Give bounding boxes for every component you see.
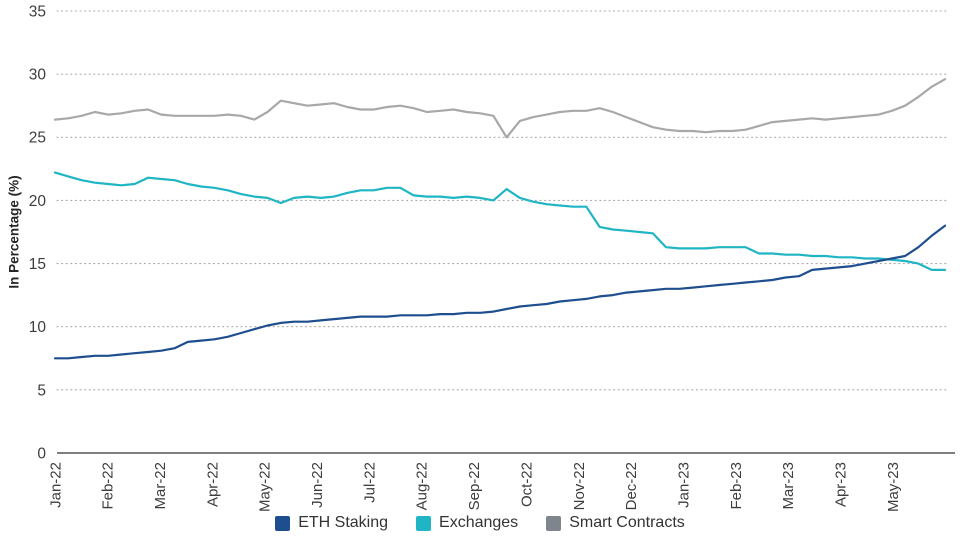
x-tick-label-Feb-22: Feb-22 [100,462,117,510]
x-tick-label-Feb-23: Feb-23 [728,462,745,510]
x-tick-label-Dec-22: Dec-22 [623,462,640,510]
y-tick-label: 0 [37,445,46,462]
chart-legend: ETH Staking Exchanges Smart Contracts [0,515,960,531]
x-tick-label-Jan-23: Jan-23 [675,462,692,508]
legend-item-exchanges[interactable]: Exchanges [416,515,518,531]
x-tick-label-Aug-22: Aug-22 [414,462,431,510]
legend-swatch-icon [546,515,562,531]
x-tick-label-Jan-22: Jan-22 [47,462,64,508]
x-tick-label-Mar-23: Mar-23 [780,462,797,510]
y-tick-label: 30 [29,67,47,84]
x-tick-label-Sep-22: Sep-22 [466,462,483,510]
legend-label: Exchanges [439,514,519,531]
x-tick-label-May-22: May-22 [257,462,274,512]
legend-swatch-icon [275,515,291,531]
legend-label: ETH Staking [298,514,389,531]
legend-label: Smart Contracts [569,514,685,531]
series-line-eth-staking [53,224,947,360]
x-tick-label-Jul-22: Jul-22 [361,462,378,503]
x-tick-label-Oct-22: Oct-22 [518,462,535,507]
y-tick-label: 20 [29,193,47,210]
series-line-exchanges [53,171,947,271]
x-tick-label-Nov-22: Nov-22 [571,462,588,510]
legend-item-smart-contracts[interactable]: Smart Contracts [546,515,685,531]
x-tick-label-Apr-23: Apr-23 [833,462,850,507]
legend-item-eth-staking[interactable]: ETH Staking [275,515,388,531]
y-tick-label: 35 [29,3,46,20]
x-tick-label-Jun-22: Jun-22 [309,462,326,508]
x-tick-label-May-23: May-23 [885,462,902,512]
series-line-smart-contracts [53,78,947,139]
x-tick-label-Mar-22: Mar-22 [152,462,169,510]
y-tick-label: 25 [29,130,46,147]
legend-swatch-icon [416,515,432,531]
y-tick-label: 10 [29,319,47,336]
y-axis-title: In Percentage (%) [7,175,22,288]
y-tick-label: 15 [29,256,46,273]
x-tick-label-Apr-22: Apr-22 [204,462,221,507]
y-tick-label: 5 [37,382,46,399]
